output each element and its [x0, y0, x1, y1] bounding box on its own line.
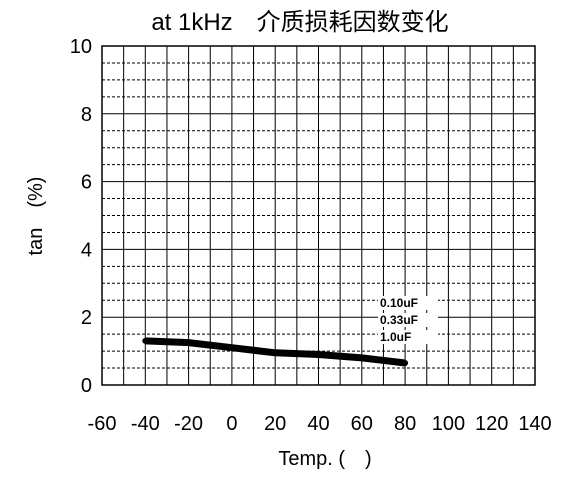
x-axis-label: Temp. ( ) — [278, 448, 371, 470]
data-point — [402, 359, 409, 366]
legend: 0.10uF 0.33uF 1.0uF — [378, 296, 438, 344]
legend-label-bg — [378, 330, 438, 344]
x-tick-label: 60 — [351, 413, 373, 435]
y-tick-labels: 10 8 6 4 2 0 — [70, 36, 92, 397]
series-layer — [142, 337, 409, 367]
x-tick-label: -60 — [88, 413, 117, 435]
x-tick-label: 20 — [264, 413, 286, 435]
legend-label-bg — [378, 296, 438, 310]
x-tick-label: 40 — [307, 413, 329, 435]
legend-label: 0.33uF — [380, 313, 418, 327]
data-point — [142, 337, 149, 344]
y-tick-label: 2 — [81, 307, 92, 329]
legend-label: 1.0uF — [380, 330, 411, 344]
data-point — [185, 339, 192, 346]
data-point — [358, 354, 365, 361]
y-tick-label: 10 — [70, 36, 92, 58]
x-tick-labels: -60 -40 -20 0 20 40 60 80 100 120 140 — [88, 413, 552, 435]
x-tick-label: -20 — [174, 413, 203, 435]
x-tick-label: 140 — [518, 413, 551, 435]
data-point — [315, 351, 322, 358]
y-tick-label: 0 — [81, 375, 92, 397]
legend-label: 0.10uF — [380, 296, 418, 310]
grid — [102, 46, 535, 385]
y-tick-label: 6 — [81, 172, 92, 194]
x-tick-label: 100 — [432, 413, 465, 435]
y-axis-label: tan (%) — [25, 177, 47, 256]
data-point — [272, 349, 279, 356]
x-tick-label: -40 — [131, 413, 160, 435]
x-tick-label: 0 — [226, 413, 237, 435]
legend-label-bg — [378, 313, 438, 327]
y-tick-label: 8 — [81, 104, 92, 126]
data-point — [228, 344, 235, 351]
plot-frame — [101, 45, 536, 386]
x-tick-label: 80 — [394, 413, 416, 435]
chart-title: at 1kHz 介质损耗因数变化 — [151, 9, 448, 36]
y-tick-label: 4 — [81, 239, 92, 261]
x-tick-label: 120 — [475, 413, 508, 435]
